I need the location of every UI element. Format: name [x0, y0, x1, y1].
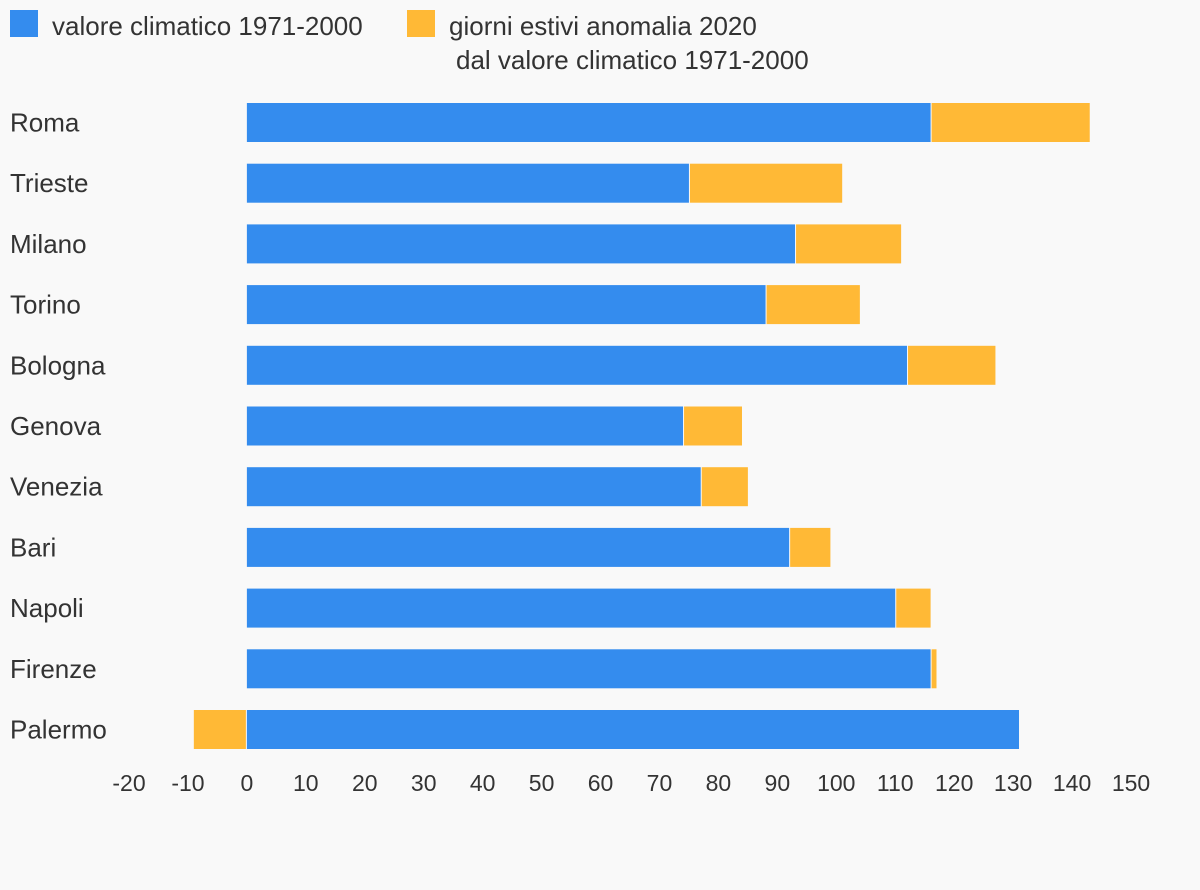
category-label-venezia: Venezia [10, 472, 103, 502]
bar-anomaly-bari [790, 527, 831, 567]
bar-climatic-genova [246, 406, 684, 446]
bar-anomaly-trieste [689, 163, 843, 203]
x-tick-label: 0 [240, 770, 253, 796]
category-label-bologna: Bologna [10, 350, 106, 380]
bar-anomaly-napoli [896, 588, 931, 628]
category-label-palermo: Palermo [10, 715, 107, 745]
category-label-bari: Bari [10, 532, 56, 562]
bar-climatic-roma [246, 103, 931, 142]
category-labels: Roma Trieste Milano Torino Bologna Genova Vene… [10, 108, 107, 745]
legend-label-climatic: valore climatico 1971-2000 [52, 11, 363, 41]
bar-climatic-venezia [246, 467, 701, 507]
x-tick-label: 90 [765, 770, 791, 796]
x-tick-label: 20 [352, 770, 378, 796]
x-tick-label: 150 [1112, 770, 1150, 796]
x-tick-label: 50 [529, 770, 555, 796]
x-axis-tick-labels: -20 -10 0 10 20 30 40 50 60 70 80 90 100 110 120 130 140… [112, 770, 1150, 796]
bar-anomaly-roma [931, 103, 1090, 142]
legend-label-anomaly-line1: giorni estivi anomalia 2020 [449, 11, 757, 41]
bar-anomaly-firenze [931, 649, 937, 689]
x-tick-label: 80 [706, 770, 732, 796]
x-tick-label: 120 [935, 770, 973, 796]
bar-climatic-bologna [246, 345, 908, 385]
category-label-trieste: Trieste [10, 168, 89, 198]
bar-climatic-torino [246, 285, 766, 325]
bar-climatic-firenze [246, 649, 931, 689]
x-tick-label: 100 [817, 770, 855, 796]
bar-anomaly-genova [684, 406, 742, 446]
bar-anomaly-bologna [908, 345, 996, 385]
legend-swatch-climatic [10, 10, 38, 37]
x-tick-label: -20 [112, 770, 145, 796]
x-tick-label: 30 [411, 770, 437, 796]
bars [193, 103, 1090, 749]
bar-anomaly-torino [766, 285, 860, 325]
category-label-napoli: Napoli [10, 593, 84, 623]
bar-climatic-napoli [246, 588, 896, 628]
x-tick-label: 130 [994, 770, 1032, 796]
category-label-firenze: Firenze [10, 654, 97, 684]
x-tick-label: 10 [293, 770, 319, 796]
bar-climatic-bari [246, 527, 790, 567]
bar-climatic-trieste [246, 163, 689, 203]
category-label-roma: Roma [10, 108, 80, 138]
bar-anomaly-palermo [193, 710, 246, 749]
x-tick-label: 110 [877, 770, 914, 796]
category-label-torino: Torino [10, 290, 81, 320]
x-tick-label: 40 [470, 770, 496, 796]
x-tick-label: 70 [647, 770, 673, 796]
legend-swatch-anomaly [407, 10, 435, 37]
x-tick-label: 60 [588, 770, 614, 796]
bar-anomaly-venezia [701, 467, 748, 507]
category-label-milano: Milano [10, 229, 87, 259]
bar-anomaly-milano [796, 224, 902, 264]
x-tick-label: 140 [1053, 770, 1091, 796]
legend-label-anomaly-line2: dal valore climatico 1971-2000 [456, 45, 809, 75]
legend: valore climatico 1971-2000 giorni estivi… [10, 10, 809, 75]
bar-climatic-palermo [246, 710, 1020, 749]
bar-climatic-milano [246, 224, 796, 264]
x-tick-label: -10 [171, 770, 204, 796]
category-label-genova: Genova [10, 411, 102, 441]
